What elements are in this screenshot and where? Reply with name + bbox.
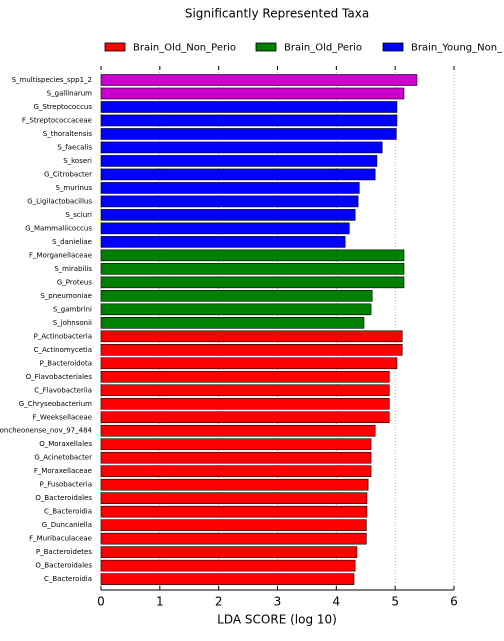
bar bbox=[100, 249, 405, 262]
y-tick-label: F_Muribaculaceae bbox=[29, 535, 92, 543]
bar bbox=[100, 263, 405, 275]
y-tick-label: C_Flavobacteriia bbox=[34, 386, 92, 394]
bar bbox=[100, 343, 403, 356]
bar bbox=[100, 317, 365, 329]
y-tick-label: S_thoraltensis bbox=[43, 130, 93, 138]
bar bbox=[100, 411, 390, 424]
bar bbox=[100, 168, 376, 181]
bar bbox=[100, 101, 398, 113]
x-tick-label: 2 bbox=[215, 595, 223, 609]
y-tick-label: F_Streptococcaceae bbox=[22, 116, 92, 124]
y-tick-label: G_Chryseobacterium bbox=[19, 400, 92, 408]
bar bbox=[100, 465, 372, 478]
bar bbox=[100, 236, 346, 248]
legend-label: Brain_Young_Non_ bbox=[411, 43, 503, 54]
y-tick-label: S_murinus bbox=[55, 184, 92, 192]
bar bbox=[100, 505, 368, 518]
y-tick-label: S_gambrini bbox=[53, 305, 92, 313]
y-tick-label: G_Ligilactobacillus bbox=[27, 197, 92, 205]
bar bbox=[100, 519, 367, 531]
y-tick-label: O_Flavobacteriales bbox=[26, 373, 93, 381]
bar bbox=[100, 559, 356, 572]
bar bbox=[100, 357, 398, 370]
y-tick-label: P_Actinobacteria bbox=[34, 332, 92, 340]
x-tick-label: 1 bbox=[156, 595, 164, 609]
legend-swatch bbox=[104, 42, 126, 52]
bar bbox=[100, 384, 390, 397]
legend-swatch bbox=[382, 42, 404, 52]
legend-swatch bbox=[255, 42, 277, 52]
bar bbox=[100, 573, 355, 585]
y-tick-label: F_Moraxellaceae bbox=[34, 467, 92, 475]
bar bbox=[100, 492, 368, 504]
y-tick-label: G_Proteus bbox=[57, 278, 93, 286]
x-tick-label: 0 bbox=[97, 595, 105, 609]
bar bbox=[100, 182, 360, 194]
bar bbox=[100, 222, 350, 235]
y-tick-label: S_danieliae bbox=[52, 238, 92, 246]
y-tick-label: O_Moraxellales bbox=[39, 440, 92, 448]
x-tick-label: 3 bbox=[274, 595, 282, 609]
bar bbox=[100, 303, 372, 316]
bar bbox=[100, 438, 372, 451]
bar bbox=[100, 290, 373, 302]
y-tick-label: G_Mammaliicoccus bbox=[25, 224, 92, 232]
y-tick-label: oncheonense_nov_97_484 bbox=[0, 427, 93, 435]
y-tick-label: S_sciuri bbox=[65, 211, 92, 219]
x-tick-label: 5 bbox=[391, 595, 399, 609]
y-tick-label: F_Morganellaceae bbox=[29, 251, 92, 259]
y-tick-label: P_Bacteroidetes bbox=[36, 548, 92, 556]
y-tick-label: S_multispecies_spp1_2 bbox=[12, 76, 92, 84]
y-tick-label: S_johnsonii bbox=[53, 319, 92, 327]
bar bbox=[100, 276, 405, 289]
bar bbox=[100, 141, 383, 154]
y-tick-label: O_Bacteroidales bbox=[35, 494, 92, 502]
bar bbox=[100, 155, 378, 167]
y-tick-label: G_Streptococcus bbox=[33, 103, 92, 111]
y-tick-label: O_Bacteroidales bbox=[35, 562, 92, 570]
y-tick-label: G_Acinetobacter bbox=[34, 454, 92, 462]
y-tick-label: S_mirabilis bbox=[54, 265, 92, 273]
bar bbox=[100, 424, 376, 437]
legend-label: Brain_Old_Perio bbox=[284, 43, 362, 54]
y-tick-label: G_Citrobacter bbox=[44, 170, 92, 178]
bar bbox=[100, 87, 405, 100]
y-tick-label: P_Fusobacteria bbox=[40, 481, 92, 489]
x-tick-label: 4 bbox=[333, 595, 341, 609]
bar bbox=[100, 546, 358, 558]
y-tick-label: C_Bacteroidia bbox=[44, 508, 92, 516]
bar bbox=[100, 114, 398, 127]
bar bbox=[100, 209, 356, 221]
x-axis-label: LDA SCORE (log 10) bbox=[217, 613, 337, 627]
y-tick-label: C_Bacteroidia bbox=[44, 575, 92, 583]
chart-title: Significantly Represented Taxa bbox=[185, 7, 369, 21]
y-tick-label: S_koseri bbox=[63, 157, 92, 165]
y-tick-label: F_Weeksellaceae bbox=[32, 413, 92, 421]
y-tick-label: S_gallinarum bbox=[47, 89, 93, 97]
bar bbox=[100, 195, 359, 208]
legend-label: Brain_Old_Non_Perio bbox=[133, 43, 236, 54]
x-tick-label: 6 bbox=[450, 595, 458, 609]
bar bbox=[100, 330, 403, 343]
bar bbox=[100, 128, 397, 140]
bar bbox=[100, 532, 367, 545]
bar bbox=[100, 74, 418, 86]
bar bbox=[100, 370, 390, 383]
y-tick-label: G_Duncaniella bbox=[42, 521, 92, 529]
y-tick-label: S_pneumoniae bbox=[40, 292, 92, 300]
bar bbox=[100, 451, 372, 464]
bar bbox=[100, 397, 390, 410]
y-tick-label: P_Bacteroidota bbox=[40, 359, 92, 367]
y-tick-label: C_Actinomycetia bbox=[34, 346, 92, 354]
bar bbox=[100, 478, 369, 491]
y-tick-label: S_faecalis bbox=[57, 143, 92, 151]
